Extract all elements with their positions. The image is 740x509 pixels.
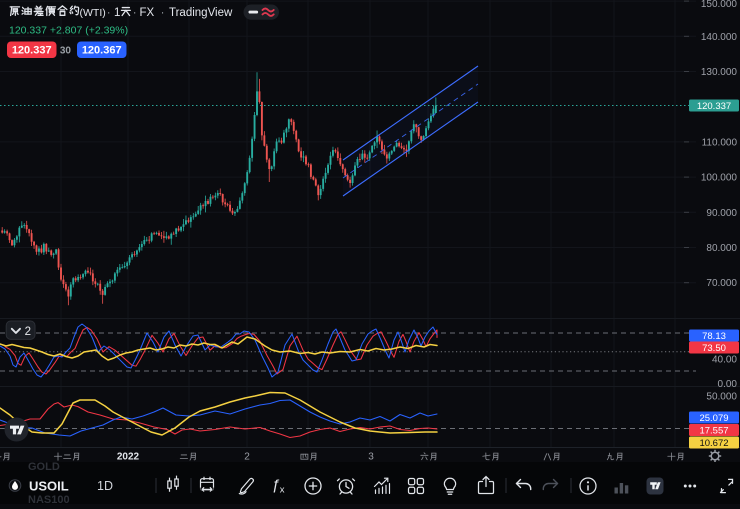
svg-text:73.50: 73.50 bbox=[702, 343, 726, 354]
svg-text:140.000: 140.000 bbox=[701, 32, 738, 43]
svg-text:GOLD: GOLD bbox=[28, 461, 60, 473]
svg-text:120.367: 120.367 bbox=[82, 45, 122, 57]
svg-text:50.000: 50.000 bbox=[706, 392, 737, 403]
svg-text:120.337: 120.337 bbox=[12, 45, 52, 57]
svg-text:17.557: 17.557 bbox=[699, 426, 728, 437]
svg-text:70.000: 70.000 bbox=[706, 278, 737, 289]
svg-text:ƒ: ƒ bbox=[272, 477, 280, 494]
svg-text:120.337: 120.337 bbox=[697, 101, 731, 112]
svg-text:(WTI): (WTI) bbox=[80, 7, 106, 19]
svg-text:1: 1 bbox=[114, 7, 120, 19]
svg-text:USOIL: USOIL bbox=[29, 479, 69, 494]
svg-text:78.13: 78.13 bbox=[702, 331, 726, 342]
svg-text:90.000: 90.000 bbox=[706, 208, 737, 219]
svg-text:·: · bbox=[107, 7, 111, 19]
svg-text:x: x bbox=[280, 485, 285, 496]
svg-text:1D: 1D bbox=[97, 479, 113, 493]
svg-text:2: 2 bbox=[244, 451, 250, 462]
svg-text:100.000: 100.000 bbox=[701, 173, 738, 184]
svg-text:80.000: 80.000 bbox=[706, 243, 737, 254]
svg-text:120.337 +2.807 (+2.39%): 120.337 +2.807 (+2.39%) bbox=[9, 25, 128, 37]
svg-text:40.00: 40.00 bbox=[712, 355, 737, 366]
svg-text:2022: 2022 bbox=[117, 451, 140, 462]
svg-text:FX: FX bbox=[140, 7, 155, 19]
svg-text:·: · bbox=[133, 7, 137, 19]
svg-text:150.000: 150.000 bbox=[701, 0, 738, 10]
svg-text:TradingView: TradingView bbox=[169, 7, 233, 19]
svg-text:30: 30 bbox=[60, 46, 72, 57]
svg-text:110.000: 110.000 bbox=[702, 137, 738, 148]
svg-text:2: 2 bbox=[25, 326, 31, 338]
svg-text:3: 3 bbox=[368, 451, 374, 462]
svg-text:130.000: 130.000 bbox=[701, 67, 738, 78]
svg-text:25.079: 25.079 bbox=[699, 413, 728, 424]
svg-text:10.672: 10.672 bbox=[699, 438, 728, 449]
svg-text:0.00: 0.00 bbox=[718, 379, 738, 390]
svg-text:·: · bbox=[161, 7, 165, 19]
svg-text:NAS100: NAS100 bbox=[28, 494, 70, 504]
